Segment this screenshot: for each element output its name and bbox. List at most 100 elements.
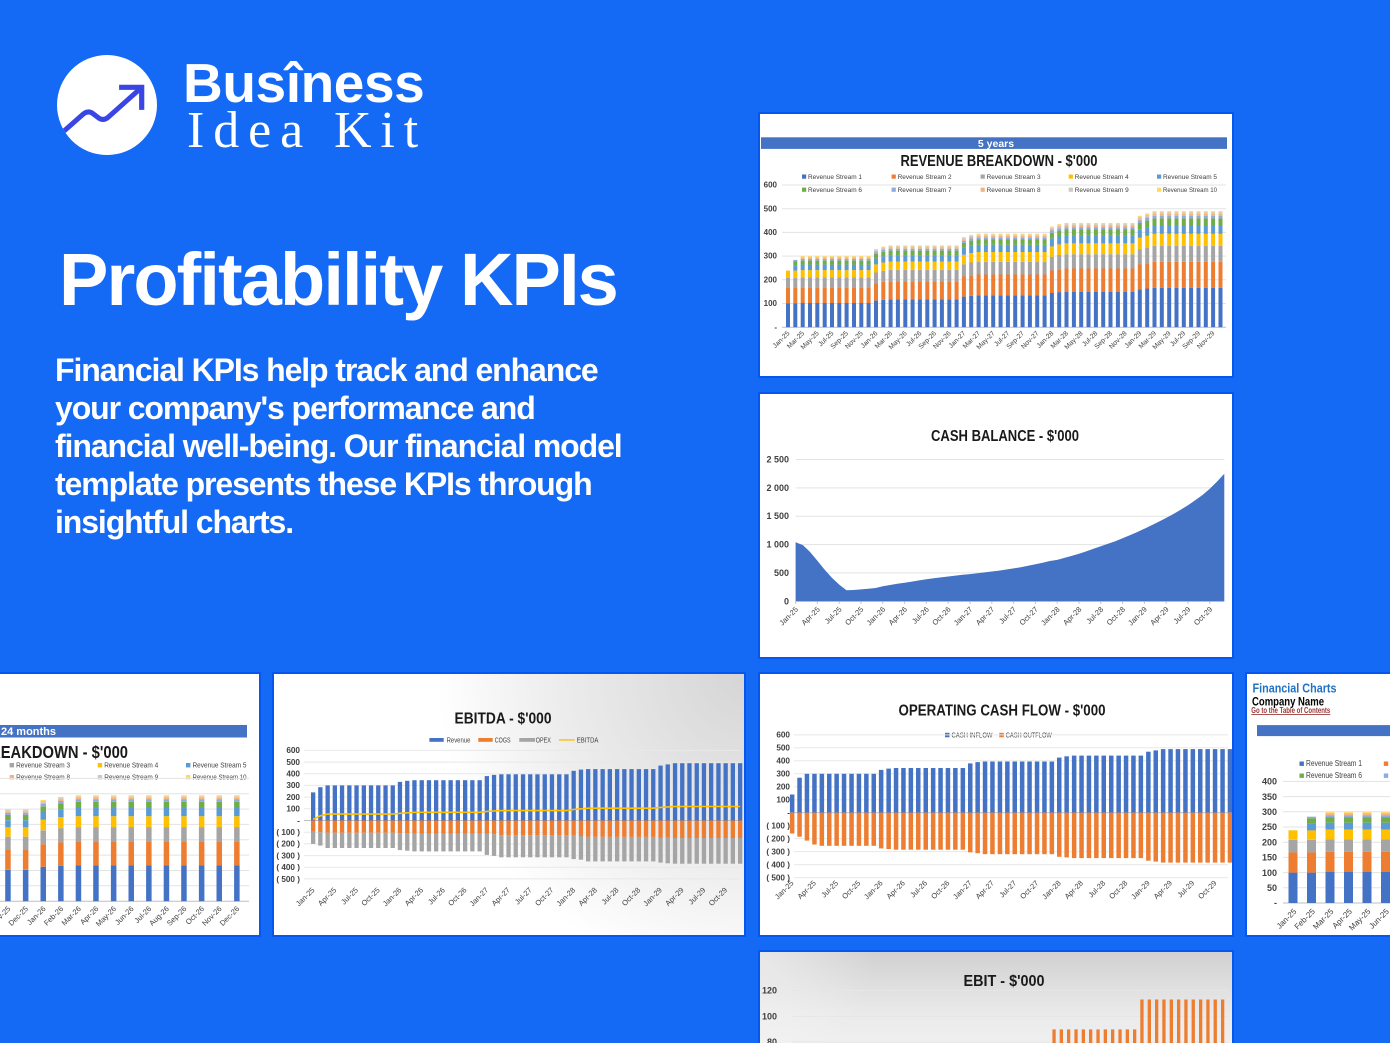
svg-text:Revenue Stream 6: Revenue Stream 6 bbox=[1306, 771, 1362, 780]
svg-text:REVENUE BREAKDOWN - $'000: REVENUE BREAKDOWN - $'000 bbox=[0, 742, 128, 762]
svg-text:600: 600 bbox=[764, 181, 778, 190]
svg-text:Oct-26: Oct-26 bbox=[930, 605, 952, 627]
svg-text:0: 0 bbox=[784, 596, 789, 606]
svg-text:Mar-26: Mar-26 bbox=[60, 904, 83, 927]
svg-text:EBIT - $'000: EBIT - $'000 bbox=[964, 973, 1045, 990]
svg-text:100: 100 bbox=[286, 805, 300, 814]
svg-text:Revenue Stream 10: Revenue Stream 10 bbox=[1163, 187, 1217, 194]
svg-text:Jan-26: Jan-26 bbox=[381, 886, 404, 909]
svg-text:Jul-29: Jul-29 bbox=[1172, 605, 1193, 626]
svg-text:200: 200 bbox=[1262, 837, 1277, 847]
svg-text:100: 100 bbox=[1262, 868, 1277, 878]
svg-text:OPERATING CASH FLOW - $'000: OPERATING CASH FLOW - $'000 bbox=[899, 703, 1106, 720]
svg-text:Jan-28: Jan-28 bbox=[1040, 879, 1063, 902]
svg-text:Revenue Stream 1: Revenue Stream 1 bbox=[808, 174, 862, 181]
svg-text:Jul-29: Jul-29 bbox=[1175, 879, 1196, 900]
svg-text:Oct-29: Oct-29 bbox=[1196, 879, 1218, 901]
svg-text:150: 150 bbox=[1262, 853, 1277, 863]
svg-text:Apr-29: Apr-29 bbox=[1152, 879, 1174, 901]
svg-text:( 300 ): ( 300 ) bbox=[276, 851, 300, 860]
svg-text:Jan-29: Jan-29 bbox=[1126, 605, 1149, 628]
svg-text:Revenue Stream 4: Revenue Stream 4 bbox=[104, 762, 158, 769]
svg-text:Jan-25: Jan-25 bbox=[294, 886, 317, 909]
svg-text:Jan-27: Jan-27 bbox=[951, 879, 974, 902]
svg-text:Jul-28: Jul-28 bbox=[600, 886, 621, 907]
svg-text:-: - bbox=[787, 809, 790, 818]
svg-text:Oct-27: Oct-27 bbox=[1018, 879, 1040, 901]
svg-text:-: - bbox=[297, 816, 300, 825]
svg-text:Oct-29: Oct-29 bbox=[1192, 605, 1214, 627]
svg-text:Jan-28: Jan-28 bbox=[1039, 605, 1062, 628]
svg-text:Revenue Stream 6: Revenue Stream 6 bbox=[808, 187, 862, 194]
svg-text:Jun-25: Jun-25 bbox=[1367, 907, 1390, 931]
svg-text:250: 250 bbox=[1262, 822, 1277, 832]
svg-text:Jul-27: Jul-27 bbox=[997, 879, 1018, 900]
svg-text:1 500: 1 500 bbox=[766, 511, 789, 521]
svg-text:Oct-25: Oct-25 bbox=[843, 605, 865, 627]
svg-text:Jul-29: Jul-29 bbox=[686, 886, 707, 907]
svg-text:Apr-28: Apr-28 bbox=[1063, 879, 1085, 901]
svg-text:Dec-25: Dec-25 bbox=[7, 904, 30, 927]
svg-text:Jul-28: Jul-28 bbox=[1084, 605, 1105, 626]
svg-text:Financial Charts: Financial Charts bbox=[1253, 682, 1337, 696]
svg-text:Apr-28: Apr-28 bbox=[577, 886, 599, 908]
svg-text:Jul-28: Jul-28 bbox=[1086, 879, 1107, 900]
svg-text:500: 500 bbox=[776, 744, 790, 753]
svg-text:Jul-25: Jul-25 bbox=[823, 605, 844, 626]
svg-text:Jan-27: Jan-27 bbox=[468, 886, 491, 909]
svg-text:Oct-27: Oct-27 bbox=[1018, 605, 1040, 627]
svg-text:( 500 ): ( 500 ) bbox=[766, 873, 790, 882]
svg-text:Revenue Stream 4: Revenue Stream 4 bbox=[1075, 174, 1129, 181]
svg-text:Revenue Stream 2: Revenue Stream 2 bbox=[898, 174, 952, 181]
svg-text:( 500 ): ( 500 ) bbox=[276, 875, 300, 884]
svg-text:Jan-26: Jan-26 bbox=[862, 879, 885, 902]
svg-text:400: 400 bbox=[764, 228, 778, 237]
svg-text:300: 300 bbox=[286, 781, 300, 790]
svg-text:Jul-25: Jul-25 bbox=[339, 886, 360, 907]
svg-text:( 100 ): ( 100 ) bbox=[766, 822, 790, 831]
svg-text:Jul-25: Jul-25 bbox=[819, 879, 840, 900]
svg-text:Oct-28: Oct-28 bbox=[1107, 879, 1129, 901]
svg-text:Oct-28: Oct-28 bbox=[620, 886, 642, 908]
svg-text:Go to the Table of Contents: Go to the Table of Contents bbox=[1251, 705, 1330, 715]
svg-text:Apr-25: Apr-25 bbox=[796, 879, 818, 901]
svg-text:400: 400 bbox=[776, 757, 790, 766]
svg-text:-: - bbox=[1274, 898, 1277, 908]
svg-text:Revenue Stream 3: Revenue Stream 3 bbox=[987, 174, 1041, 181]
svg-text:Apr-26: Apr-26 bbox=[403, 886, 425, 908]
svg-text:1 000: 1 000 bbox=[766, 540, 789, 550]
svg-text:Revenue Stream 3: Revenue Stream 3 bbox=[16, 762, 70, 769]
svg-text:300: 300 bbox=[764, 252, 778, 261]
svg-text:Apr-29: Apr-29 bbox=[663, 886, 685, 908]
svg-text:Oct-25: Oct-25 bbox=[840, 879, 862, 901]
svg-text:400: 400 bbox=[1262, 777, 1277, 787]
svg-text:Sep-26: Sep-26 bbox=[165, 904, 188, 927]
svg-text:Jul-26: Jul-26 bbox=[910, 605, 931, 626]
svg-text:Apr-25: Apr-25 bbox=[316, 886, 338, 908]
svg-text:EBITDA: EBITDA bbox=[577, 736, 599, 745]
svg-text:May-25: May-25 bbox=[1347, 907, 1373, 933]
svg-text:Jun-26: Jun-26 bbox=[113, 904, 136, 927]
svg-text:100: 100 bbox=[764, 299, 778, 308]
svg-text:Jan-29: Jan-29 bbox=[641, 886, 664, 909]
svg-text:Jul-27: Jul-27 bbox=[513, 886, 534, 907]
svg-text:Jul-27: Jul-27 bbox=[997, 605, 1018, 626]
svg-text:-: - bbox=[774, 323, 777, 332]
svg-text:100: 100 bbox=[762, 1012, 777, 1022]
svg-text:24 months: 24 months bbox=[1, 726, 56, 738]
svg-text:Revenue: Revenue bbox=[447, 736, 471, 745]
svg-text:2 500: 2 500 bbox=[766, 455, 789, 465]
svg-text:500: 500 bbox=[286, 758, 300, 767]
svg-text:300: 300 bbox=[776, 770, 790, 779]
svg-text:CASH BALANCE - $'000: CASH BALANCE - $'000 bbox=[931, 428, 1079, 445]
svg-text:Apr-27: Apr-27 bbox=[974, 605, 996, 627]
svg-text:200: 200 bbox=[286, 793, 300, 802]
svg-text:Apr-27: Apr-27 bbox=[974, 879, 996, 901]
svg-text:Jan-28: Jan-28 bbox=[555, 886, 578, 909]
svg-text:Oct-26: Oct-26 bbox=[929, 879, 951, 901]
svg-text:Apr-25: Apr-25 bbox=[800, 605, 822, 627]
svg-text:Revenue Stream 5: Revenue Stream 5 bbox=[1163, 174, 1217, 181]
svg-text:Jan-29: Jan-29 bbox=[1129, 879, 1152, 902]
svg-text:Revenue Stream 7: Revenue Stream 7 bbox=[898, 187, 952, 194]
svg-text:300: 300 bbox=[1262, 807, 1277, 817]
